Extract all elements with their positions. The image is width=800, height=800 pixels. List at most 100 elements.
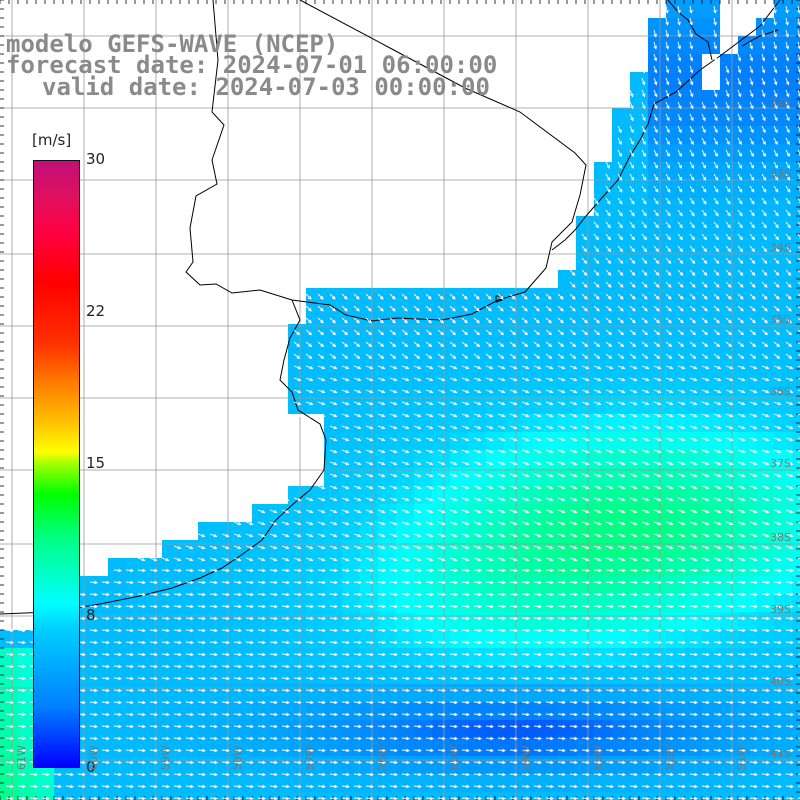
wind-vector-arrow: [353, 473, 362, 478]
wind-vector-arrow: [581, 724, 590, 729]
wind-vector-arrow: [785, 580, 794, 585]
wind-vector-arrow: [557, 772, 566, 777]
wind-speed-cell: [630, 126, 648, 144]
wind-vector-arrow: [113, 592, 122, 597]
wind-vector-arrow: [713, 389, 722, 394]
wind-vector-arrow: [605, 461, 614, 466]
wind-vector-arrow: [137, 652, 146, 657]
wind-vector-arrow: [485, 628, 494, 633]
wind-vector-arrow: [605, 221, 611, 229]
wind-vector-arrow: [281, 700, 290, 705]
wind-vector-arrow: [545, 389, 554, 394]
wind-vector-arrow: [161, 760, 170, 765]
wind-vector-arrow: [401, 616, 410, 621]
wind-vector-arrow: [221, 700, 230, 705]
wind-vector-arrow: [197, 557, 206, 562]
wind-vector-arrow: [473, 580, 482, 585]
wind-speed-cell: [306, 378, 324, 396]
wind-vector-arrow: [17, 760, 26, 765]
wind-speed-cell: [180, 648, 198, 666]
wind-vector-arrow: [641, 185, 647, 193]
wind-speed-cell: [648, 612, 666, 630]
wind-vector-arrow: [401, 557, 410, 562]
wind-speed-cell: [702, 126, 720, 144]
wind-vector-arrow: [317, 557, 326, 562]
wind-speed-cell: [702, 36, 720, 54]
wind-vector-arrow: [437, 724, 446, 729]
wind-vector-arrow: [425, 305, 432, 312]
wind-vector-arrow: [593, 365, 602, 370]
wind-vector-arrow: [653, 616, 662, 621]
wind-vector-arrow: [389, 652, 398, 657]
wind-vector-arrow: [689, 664, 698, 669]
wind-vector-arrow: [401, 485, 410, 490]
wind-speed-cell: [324, 702, 342, 720]
wind-speed-cell: [720, 612, 738, 630]
wind-speed-cell: [468, 558, 486, 576]
wind-speed-cell: [684, 648, 702, 666]
wind-vector-arrow: [485, 760, 494, 765]
wind-vector-arrow: [605, 377, 614, 382]
wind-vector-arrow: [473, 604, 482, 609]
wind-vector-arrow: [773, 137, 778, 146]
wind-vector-arrow: [749, 449, 758, 454]
wind-vector-arrow: [353, 353, 361, 359]
wind-speed-cell: [378, 468, 396, 486]
wind-speed-cell: [504, 450, 522, 468]
wind-vector-arrow: [737, 389, 746, 394]
wind-vector-arrow: [629, 473, 638, 478]
wind-vector-arrow: [245, 604, 254, 609]
wind-speed-cell: [288, 594, 306, 612]
wind-vector-arrow: [545, 736, 554, 741]
wind-vector-arrow: [569, 413, 578, 418]
wind-vector-arrow: [701, 437, 710, 442]
wind-speed-cell: [486, 738, 504, 756]
latitude-label: 40S: [770, 675, 791, 688]
wind-vector-arrow: [449, 305, 456, 312]
wind-vector-arrow: [401, 604, 410, 609]
wind-vector-arrow: [437, 533, 446, 538]
wind-vector-arrow: [437, 772, 446, 777]
wind-speed-cell: [540, 684, 558, 702]
wind-speed-cell: [558, 396, 576, 414]
wind-vector-arrow: [713, 53, 718, 62]
wind-vector-arrow: [557, 712, 566, 717]
wind-speed-cell: [666, 576, 684, 594]
wind-vector-arrow: [617, 221, 623, 229]
wind-vector-arrow: [257, 748, 266, 753]
wind-vector-arrow: [689, 521, 698, 526]
wind-speed-cell: [0, 648, 18, 666]
wind-vector-arrow: [425, 317, 432, 324]
wind-speed-cell: [198, 630, 216, 648]
wind-vector-arrow: [569, 401, 578, 406]
wind-speed-cell: [432, 684, 450, 702]
wind-speed-cell: [594, 720, 612, 738]
wind-vector-arrow: [761, 389, 770, 394]
wind-vector-arrow: [533, 557, 542, 562]
latitude-label: 36S: [770, 385, 791, 398]
wind-speed-cell: [558, 774, 576, 792]
wind-vector-arrow: [209, 676, 218, 681]
wind-vector-arrow: [401, 664, 410, 669]
wind-speed-cell: [378, 522, 396, 540]
longitude-label: 52W: [663, 745, 676, 770]
wind-speed-cell: [756, 702, 774, 720]
wind-vector-arrow: [557, 676, 566, 681]
wind-speed-cell: [234, 648, 252, 666]
wind-speed-cell: [720, 432, 738, 450]
wind-vector-arrow: [449, 497, 458, 502]
wind-vector-arrow: [377, 413, 386, 418]
wind-speed-cell: [0, 738, 18, 756]
wind-speed-cell: [486, 324, 504, 342]
wind-vector-arrow: [713, 401, 722, 406]
wind-speed-cell: [450, 324, 468, 342]
wind-vector-arrow: [5, 772, 14, 777]
wind-vector-arrow: [605, 365, 614, 370]
wind-vector-arrow: [185, 760, 194, 765]
wind-vector-arrow: [113, 700, 122, 705]
wind-speed-cell: [648, 576, 666, 594]
wind-vector-arrow: [365, 413, 374, 418]
wind-vector-arrow: [689, 53, 694, 62]
wind-vector-arrow: [737, 425, 746, 430]
wind-speed-cell: [738, 252, 756, 270]
